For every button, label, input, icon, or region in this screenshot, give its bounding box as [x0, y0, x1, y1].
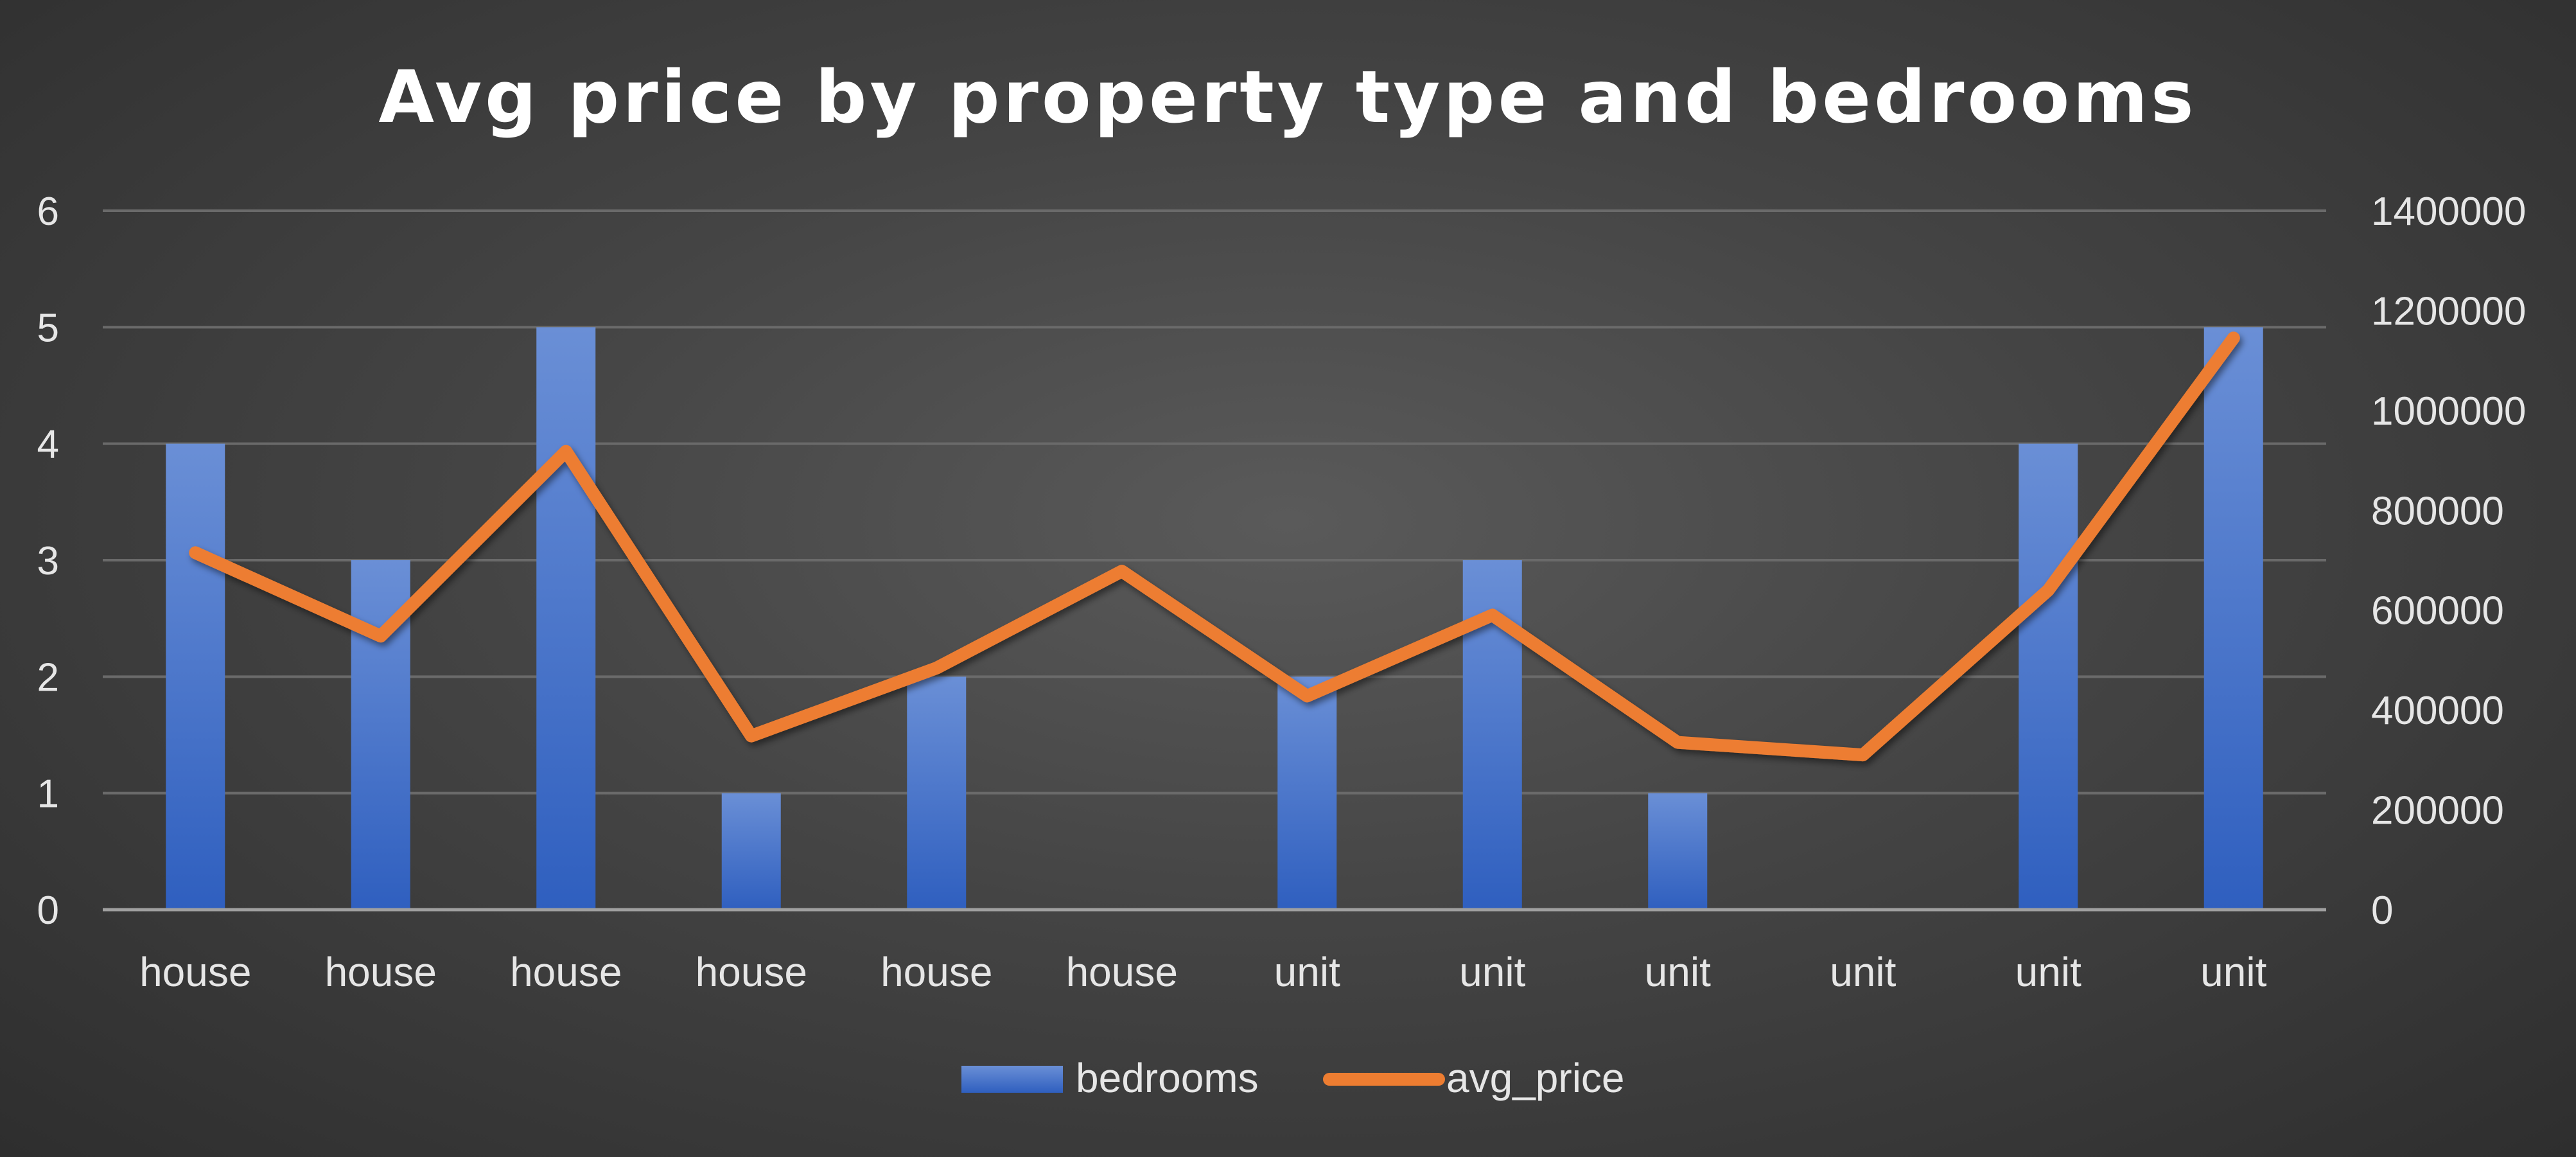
left-tick-label: 1	[37, 772, 59, 817]
category-label-5: house	[881, 949, 992, 995]
left-tick-label: 4	[37, 423, 59, 467]
left-tick-label: 2	[37, 655, 59, 700]
avg-price-point-8	[1491, 614, 1493, 616]
left-tick-label: 0	[37, 888, 59, 933]
avg-price-point-11	[2047, 589, 2049, 591]
gridlines	[103, 209, 2326, 795]
right-tick-label: 1200000	[2371, 289, 2526, 333]
left-tick-label: 3	[37, 539, 59, 583]
category-labels: house house house house house house unit unit un…	[139, 949, 2267, 995]
chart-title: Avg price by property type and bedrooms	[378, 56, 2196, 139]
bar-7	[1277, 676, 1337, 910]
avg-price-point-5	[936, 667, 938, 669]
category-label-3: house	[510, 949, 622, 995]
right-tick-label: 400000	[2371, 689, 2504, 733]
avg-price-point-4	[750, 735, 752, 737]
right-tick-label: 0	[2371, 888, 2393, 933]
legend-swatch-bedrooms	[961, 1066, 1063, 1093]
bar-9	[1648, 793, 1708, 910]
bar-4	[721, 793, 781, 910]
line-series-avg-price	[189, 331, 2240, 762]
right-tick-label: 1000000	[2371, 389, 2526, 434]
right-tick-label: 600000	[2371, 589, 2504, 633]
category-label-6: house	[1066, 949, 1178, 995]
avg-price-point-10	[1862, 754, 1864, 756]
left-tick-label: 5	[37, 306, 59, 350]
bar-12	[2204, 327, 2263, 910]
category-label-11: unit	[2015, 949, 2081, 995]
bar-11	[2019, 443, 2078, 910]
right-axis-ticks: 0 200000 400000 600000 800000 1000000 1200000 1…	[2371, 190, 2526, 933]
category-label-9: unit	[1645, 949, 1711, 995]
avg-price-point-2	[380, 635, 381, 637]
category-label-7: unit	[1274, 949, 1340, 995]
right-tick-label: 800000	[2371, 489, 2504, 533]
left-axis-ticks: 0 1 2 3 4 5 6	[37, 190, 59, 933]
legend-label-avg-price: avg_price	[1446, 1055, 1625, 1101]
avg-price-point-9	[1677, 741, 1679, 743]
category-label-1: house	[139, 949, 251, 995]
legend: bedrooms avg_price	[961, 1055, 1625, 1101]
category-label-4: house	[696, 949, 807, 995]
bar-3	[536, 327, 596, 910]
right-tick-label: 200000	[2371, 789, 2504, 833]
right-tick-label: 1400000	[2371, 190, 2526, 234]
avg-price-point-3	[565, 450, 567, 452]
category-label-2: house	[325, 949, 437, 995]
left-tick-label: 6	[37, 190, 59, 234]
avg-price-point-6	[1121, 570, 1123, 572]
avg-price-line	[189, 331, 2240, 762]
category-label-12: unit	[2200, 949, 2266, 995]
bar-series-bedrooms	[166, 327, 2263, 910]
category-label-10: unit	[1830, 949, 1896, 995]
avg-price-point-7	[1306, 695, 1308, 697]
category-label-8: unit	[1459, 949, 1525, 995]
bar-1	[166, 443, 225, 910]
bar-5	[907, 676, 967, 910]
legend-label-bedrooms: bedrooms	[1076, 1055, 1259, 1101]
avg-price-point-12	[2232, 337, 2234, 339]
avg-price-point-1	[195, 552, 197, 554]
